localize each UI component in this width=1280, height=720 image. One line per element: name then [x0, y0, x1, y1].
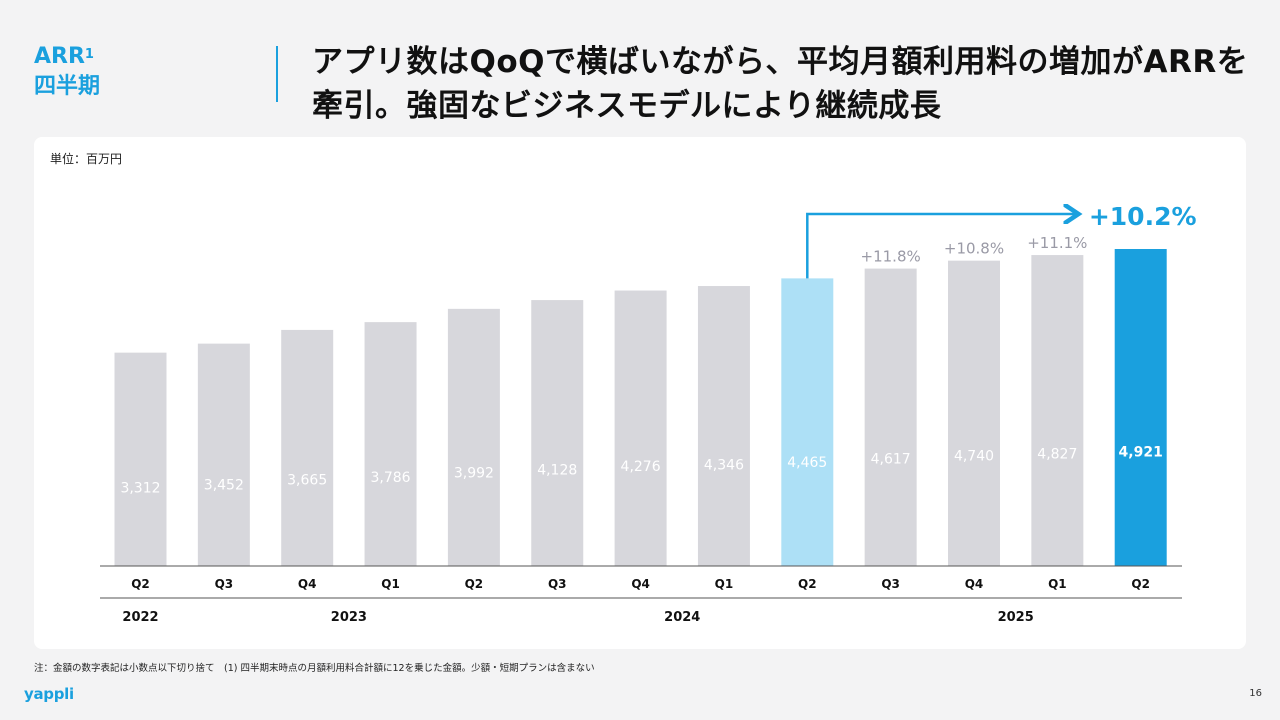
bar [364, 322, 417, 566]
quarter-tick-label: Q1 [715, 577, 734, 591]
bar [114, 352, 167, 566]
footnote: 注：金額の数字表記は小数点以下切り捨て (1) 四半期末時点の月額利用料合計額に… [34, 663, 595, 674]
bar [197, 343, 250, 566]
quarter-tick-label: Q1 [1048, 577, 1067, 591]
bar-value-label: 3,786 [371, 470, 411, 486]
bar-value-label: 3,665 [287, 473, 327, 489]
bar-value-label: 4,346 [704, 457, 744, 473]
bar-value-label: 4,617 [871, 451, 911, 467]
growth-label: +11.8% [861, 248, 921, 266]
quarter-tick-label: Q1 [381, 577, 400, 591]
bar [1031, 255, 1084, 566]
bar-value-label: 3,452 [204, 477, 244, 493]
year-label: 2024 [664, 610, 700, 625]
bar-value-label: 4,921 [1119, 445, 1163, 461]
bar-value-label: 3,992 [454, 465, 494, 481]
bar [697, 286, 750, 566]
yoy-arrow [806, 214, 1076, 279]
bar [614, 290, 667, 566]
bar [1114, 249, 1167, 566]
quarter-tick-label: Q2 [465, 577, 484, 591]
unit-label: 単位：百万円 [50, 152, 123, 166]
section-title: ARR1 四半期 [34, 42, 100, 102]
year-label: 2023 [331, 610, 367, 625]
bar [781, 278, 834, 566]
bar [281, 329, 334, 566]
bar-value-label: 4,827 [1037, 447, 1077, 463]
quarter-tick-label: Q3 [881, 577, 900, 591]
bar-value-label: 4,128 [537, 462, 577, 478]
page-headline: アプリ数はQoQで横ばいながら、平均月額利用料の増加がARRを牽引。強固なビジネ… [312, 44, 1249, 124]
quarter-tick-label: Q2 [798, 577, 817, 591]
footnote-marker: 1 [84, 47, 94, 62]
quarter-tick-label: Q3 [548, 577, 567, 591]
quarter-tick-label: Q4 [631, 577, 650, 591]
bar-value-label: 3,312 [120, 480, 160, 496]
bar-value-label: 4,465 [787, 455, 827, 471]
year-label: 2025 [998, 610, 1034, 625]
bar [447, 308, 500, 566]
quarter-tick-label: Q3 [215, 577, 234, 591]
bar-value-label: 4,276 [621, 459, 661, 475]
quarter-tick-label: Q2 [131, 577, 150, 591]
title-divider [276, 46, 278, 102]
yappli-logo: yappli [24, 685, 74, 703]
yoy-growth-label: +10.2% [1089, 202, 1197, 231]
quarter-tick-label: Q4 [298, 577, 317, 591]
quarter-tick-label: Q4 [965, 577, 984, 591]
page-number: 16 [1249, 688, 1262, 699]
bar-value-label: 4,740 [954, 449, 994, 465]
quarter-tick-label: Q2 [1131, 577, 1150, 591]
bar [531, 300, 584, 566]
bar [864, 268, 917, 566]
bar [948, 260, 1000, 566]
year-label: 2022 [122, 610, 158, 625]
growth-label: +11.1% [1027, 234, 1087, 252]
section-subtitle: 四半期 [34, 74, 101, 99]
section-title-text: ARR [34, 44, 85, 69]
growth-label: +10.8% [944, 240, 1004, 258]
